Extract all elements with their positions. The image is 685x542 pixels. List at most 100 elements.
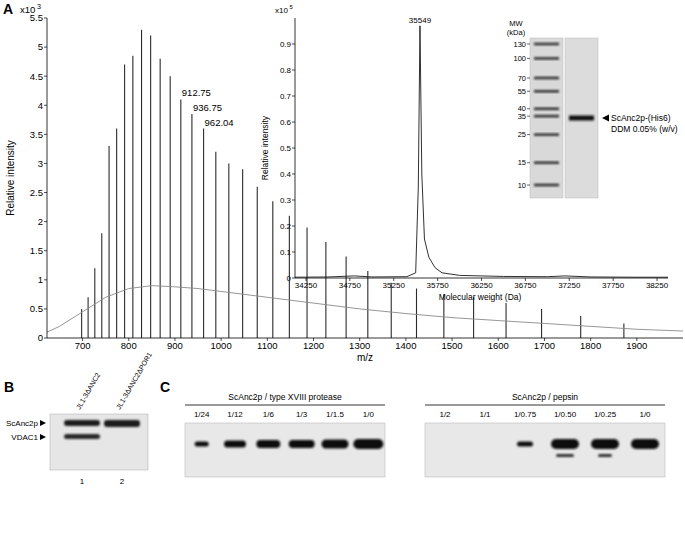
y-tick <box>44 18 47 19</box>
blot-band <box>224 441 246 448</box>
lane-label: 1/0.75 <box>514 410 537 419</box>
band-arrow <box>602 115 609 122</box>
peak <box>124 65 125 338</box>
blot <box>185 423 385 477</box>
peak <box>94 268 95 338</box>
x-tick-label: 1200 <box>303 340 324 351</box>
y-tick-label: 0.4 <box>280 170 292 179</box>
protein-band <box>569 116 594 121</box>
peak <box>150 35 151 338</box>
marker-label: 15 <box>518 158 526 167</box>
y-scale-label: x10 <box>275 6 288 15</box>
x-tick-label: 1800 <box>580 340 601 351</box>
marker-tick <box>527 108 530 109</box>
lane-label: JL1-3ΔANC2 <box>75 372 102 411</box>
trace <box>295 26 668 277</box>
peak <box>242 169 243 338</box>
y-tick-label: 0.5 <box>280 144 292 153</box>
y-tick-label: 5 <box>38 41 43 52</box>
blot-band <box>64 420 100 426</box>
x-tick-label: 800 <box>121 340 137 351</box>
lane-label: JL1-3ΔANC2ΔPOR1 <box>115 351 153 411</box>
x-tick-label: 34750 <box>339 281 362 290</box>
peak <box>257 187 258 338</box>
title-rule <box>425 405 665 406</box>
y-tick-label: 0.6 <box>280 118 292 127</box>
y-tick-label: 0.7 <box>280 92 292 101</box>
peak <box>141 30 142 338</box>
peak <box>506 303 507 338</box>
lane-label: 1/2 <box>439 410 451 419</box>
marker-tick <box>527 43 530 44</box>
plot-area <box>295 26 668 277</box>
lane-label: 1/1 <box>479 410 491 419</box>
peak <box>391 283 392 338</box>
trace <box>47 286 683 333</box>
peak <box>109 146 110 338</box>
y-axis-label: Relative intensity <box>5 140 16 216</box>
y-tick <box>44 192 47 193</box>
lane-label: 1/0.50 <box>554 410 577 419</box>
lane-number: 2 <box>120 477 125 486</box>
band-label: ScAnc2p <box>6 419 39 428</box>
y-tick-label: 1 <box>38 274 43 285</box>
blot-band <box>289 440 315 448</box>
x-axis-label: m/z <box>357 352 373 363</box>
x-tick-label: 38250 <box>646 281 669 290</box>
marker-tick <box>527 134 530 135</box>
y-tick-label: 0 <box>287 274 292 283</box>
lane-label: 1/1.5 <box>326 410 344 419</box>
y-tick <box>44 47 47 48</box>
x-tick-label: 1100 <box>257 340 277 351</box>
y-tick-label: 4.5 <box>30 71 43 82</box>
peak <box>325 242 326 338</box>
y-tick-label: 0.1 <box>280 248 292 257</box>
marker-label: 100 <box>513 54 526 63</box>
x-tick-label: 1400 <box>395 340 416 351</box>
x-tick-label: 1700 <box>534 340 555 351</box>
lane-label: 1/0 <box>363 410 375 419</box>
y-tick <box>292 174 295 175</box>
y-tick <box>292 200 295 201</box>
x-tick-label: 37750 <box>602 281 625 290</box>
peak <box>81 309 82 338</box>
peak <box>272 201 273 338</box>
y-tick <box>292 148 295 149</box>
blot-band <box>256 440 280 448</box>
marker-band <box>534 107 559 110</box>
title-rule <box>185 405 385 406</box>
y-tick <box>44 338 47 339</box>
y-tick <box>292 226 295 227</box>
panel-label: A <box>3 1 13 17</box>
y-tick-label: 0.5 <box>30 303 43 314</box>
band-arrow <box>40 434 46 440</box>
lane-label: 1/6 <box>263 410 275 419</box>
x-tick-label: 37250 <box>558 281 581 290</box>
y-tick <box>292 252 295 253</box>
y-tick-label: 0.3 <box>280 196 292 205</box>
peak-annotation: 35549 <box>409 16 432 25</box>
y-tick <box>44 308 47 309</box>
peak <box>180 99 181 338</box>
peak <box>116 129 117 338</box>
x-tick-label: 1600 <box>488 340 509 351</box>
panel-label: C <box>160 379 170 395</box>
marker-tick <box>527 116 530 117</box>
peak-annotation: 962.04 <box>205 117 234 128</box>
x-tick-label: 900 <box>167 340 183 351</box>
blot-c: ScAnc2p / pepsin1/21/11/0.751/0.501/0.25… <box>425 392 665 477</box>
marker-tick <box>527 58 530 59</box>
y-tick-label: 0 <box>38 332 43 343</box>
marker-band <box>534 77 559 80</box>
blot-band <box>353 439 383 449</box>
y-tick <box>292 70 295 71</box>
peak <box>203 129 204 338</box>
peak <box>228 163 229 338</box>
blot-band <box>631 439 659 449</box>
marker-label: 10 <box>518 181 526 190</box>
x-tick-label: 35750 <box>426 281 449 290</box>
gel-lane <box>565 38 598 198</box>
y-scale-exponent: 3 <box>37 3 41 11</box>
chart: 7008009001000110012001300140015001600170… <box>5 3 683 363</box>
y-tick-label: 0.9 <box>280 40 292 49</box>
